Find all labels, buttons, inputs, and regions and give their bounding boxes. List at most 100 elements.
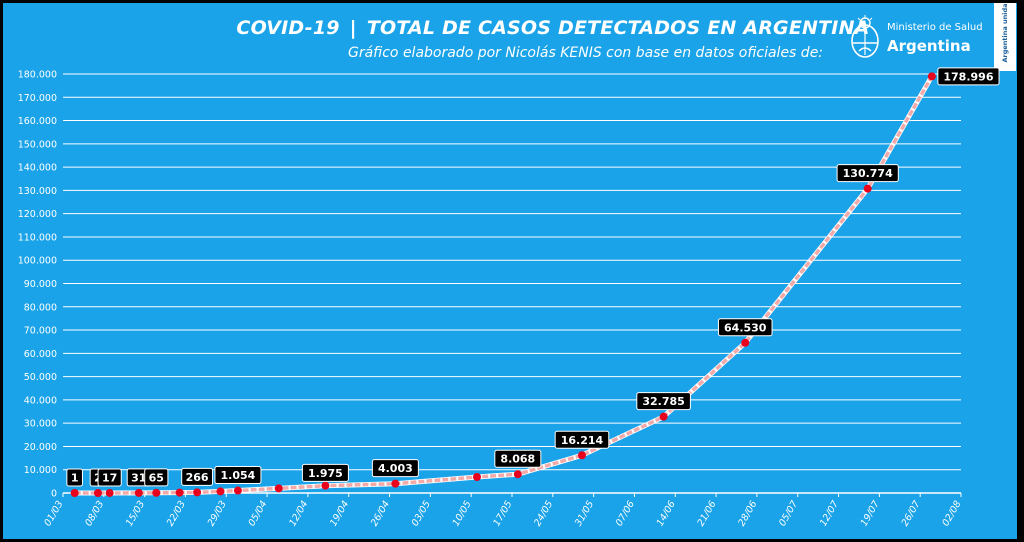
- line-chart: 0 10.000 20.000 30.000 40.000 50.000 60.000 70.…: [18, 67, 1000, 528]
- y-tick-label: 160.000: [18, 116, 57, 127]
- x-tick-label: 10/05: [451, 499, 474, 528]
- y-tick-label: 40.000: [24, 395, 57, 406]
- data-point: [659, 412, 668, 421]
- y-tick-label: 50.000: [24, 372, 57, 383]
- y-tick-label: 140.000: [18, 163, 57, 174]
- y-axis-ticks: 0 10.000 20.000 30.000 40.000 50.000 60.000 70.…: [18, 70, 57, 500]
- data-point: [274, 484, 283, 493]
- series-line: [74, 75, 934, 495]
- chart-subtitle: Gráfico elaborado por Nicolás KENIS con …: [348, 45, 824, 61]
- x-tick-label: 28/06: [736, 499, 759, 528]
- data-label-box: [937, 67, 1000, 86]
- data-point: [513, 470, 522, 479]
- title-separator: |: [349, 17, 357, 39]
- x-tick-label: 21/06: [695, 499, 718, 528]
- x-tick-label: 08/03: [83, 499, 106, 528]
- x-tick-label: 05/07: [777, 499, 800, 528]
- data-label-box: [181, 467, 214, 486]
- data-point: [321, 481, 330, 490]
- ministry-logo: Ministerio de Salud Argentina: [845, 13, 995, 68]
- x-tick-label: 15/03: [124, 499, 147, 528]
- data-label: 4.003: [378, 462, 413, 475]
- y-tick-label: 20.000: [24, 442, 57, 453]
- data-point: [233, 486, 242, 495]
- data-point: [216, 487, 225, 496]
- x-tick-label: 31/05: [573, 499, 596, 528]
- x-tick-label: 22/03: [165, 499, 188, 528]
- y-tick-label: 60.000: [24, 349, 57, 360]
- y-tick-label: 110.000: [18, 232, 57, 243]
- data-label: 65: [149, 471, 164, 484]
- data-label-box: [66, 468, 83, 487]
- data-label-box: [144, 468, 169, 487]
- y-tick-label: 150.000: [18, 139, 57, 150]
- data-point: [741, 338, 750, 347]
- data-point: [927, 72, 936, 81]
- data-label: 31: [131, 471, 146, 484]
- data-point: [577, 451, 586, 460]
- series-line: [72, 73, 935, 496]
- x-tick-label: 24/05: [532, 499, 555, 528]
- y-tick-label: 130.000: [18, 186, 57, 197]
- data-point: [193, 488, 202, 497]
- x-tick-label: 01/03: [42, 499, 65, 528]
- x-axis-ticks: 01/03 08/03 15/03 22/03 29/03 05/04 12/04 19/04…: [42, 499, 963, 528]
- ministry-name: Ministerio de Salud: [887, 22, 983, 33]
- data-label: 1.975: [308, 467, 343, 480]
- y-tick-label: 170.000: [18, 93, 57, 104]
- data-point: [473, 472, 482, 481]
- data-point: [93, 488, 102, 497]
- x-tick-label: 05/04: [246, 499, 269, 528]
- data-point: [863, 184, 872, 193]
- data-label-box: [836, 164, 899, 183]
- data-label: 1: [71, 471, 79, 484]
- data-label: 8.068: [500, 453, 535, 466]
- data-label: 1.054: [221, 469, 256, 482]
- data-point: [70, 488, 79, 497]
- x-tick-label: 07/06: [614, 499, 637, 528]
- data-points: [70, 72, 936, 497]
- y-tick-label: 90.000: [24, 279, 57, 290]
- data-labels: 121731652661.0541.9754.0038.06816.21432.…: [66, 67, 1000, 487]
- y-tick-label: 180.000: [18, 70, 57, 81]
- data-label-box: [97, 468, 122, 487]
- title-left: COVID-19: [236, 17, 340, 39]
- data-label-box: [717, 318, 773, 337]
- data-label-box: [494, 449, 542, 468]
- x-tick-label: 17/05: [491, 499, 514, 528]
- data-label: 32.785: [642, 395, 684, 408]
- data-label-box: [636, 392, 691, 411]
- chart-panel: COVID-19 | TOTAL DE CASOS DETECTADOS EN AR…: [3, 3, 1017, 539]
- data-label-box: [554, 430, 610, 449]
- x-tick-label: 12/07: [818, 499, 841, 528]
- x-tick-label: 12/04: [287, 499, 310, 528]
- y-tick-label: 100.000: [18, 256, 57, 267]
- data-label-box: [214, 466, 262, 485]
- series-line-outline: [72, 73, 935, 496]
- y-tick-label: 70.000: [24, 326, 57, 337]
- y-tick-label: 30.000: [24, 419, 57, 430]
- y-tick-label: 0: [51, 489, 57, 500]
- x-tick-label: 02/08: [940, 499, 963, 528]
- data-label: 178.996: [943, 70, 993, 83]
- data-point: [175, 488, 184, 497]
- data-label: 266: [186, 471, 209, 484]
- x-tick-label: 19/04: [328, 499, 351, 528]
- y-tick-label: 120.000: [18, 209, 57, 220]
- data-point: [152, 488, 161, 497]
- gridlines: [62, 73, 962, 497]
- data-label: 130.774: [843, 167, 893, 180]
- x-tick-label: 26/04: [369, 499, 392, 528]
- data-label: 17: [102, 471, 117, 484]
- data-point: [105, 488, 114, 497]
- chart-title: COVID-19 | TOTAL DE CASOS DETECTADOS EN AR…: [3, 17, 1017, 39]
- x-tick-label: 19/07: [859, 499, 882, 528]
- data-label-box: [301, 463, 349, 482]
- x-tick-label: 29/03: [206, 499, 229, 528]
- title-right: TOTAL DE CASOS DETECTADOS EN ARGENTINA: [366, 17, 870, 39]
- data-point: [134, 488, 143, 497]
- argentina-coat-of-arms-icon: [851, 15, 879, 58]
- y-tick-label: 80.000: [24, 302, 57, 313]
- x-tick-label: 26/07: [900, 499, 923, 528]
